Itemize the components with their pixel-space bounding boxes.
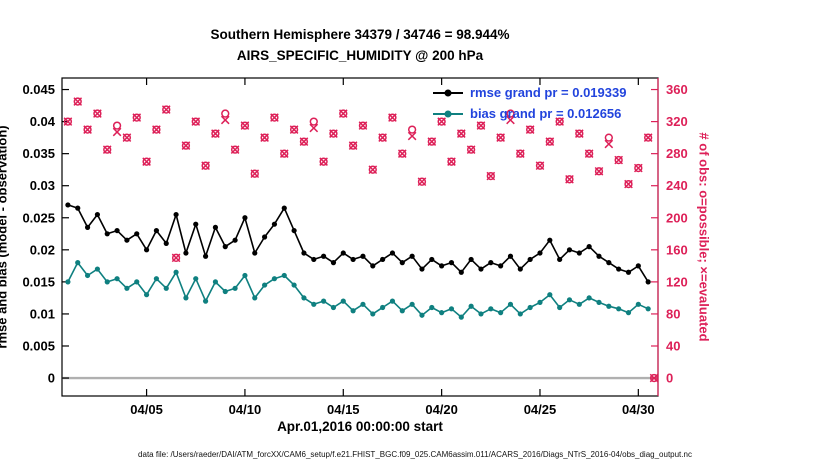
svg-text:0.025: 0.025 (22, 210, 55, 225)
svg-text:0.03: 0.03 (30, 178, 55, 193)
svg-text:240: 240 (666, 178, 688, 193)
svg-text:0.035: 0.035 (22, 146, 55, 161)
svg-text:04/15: 04/15 (327, 402, 360, 417)
svg-text:320: 320 (666, 114, 688, 129)
svg-text:0.01: 0.01 (30, 306, 55, 321)
rmse-marker-icon (444, 89, 452, 96)
svg-text:0: 0 (48, 371, 55, 386)
rmse-line-sample (433, 89, 463, 96)
x-axis-label: Apr.01,2016 00:00:00 start (277, 419, 443, 434)
y-axis-label-right: # of obs: o=possible; ×=evaluated (696, 132, 712, 342)
svg-text:120: 120 (666, 274, 688, 289)
svg-text:04/10: 04/10 (229, 402, 262, 417)
y-axis-label-left: rmse and bias (model - observation) (0, 125, 10, 349)
svg-text:0.04: 0.04 (30, 114, 56, 129)
svg-text:360: 360 (666, 82, 688, 97)
bias-line-sample (433, 110, 463, 117)
data-file-caption: data file: /Users/raeder/DAI/ATM_forcXX/… (138, 450, 692, 459)
svg-text:200: 200 (666, 210, 688, 225)
legend-label-bias: bias grand pr = 0.012656 (470, 106, 622, 121)
bias-marker-icon (444, 110, 452, 117)
svg-text:160: 160 (666, 242, 688, 257)
legend: rmse grand pr = 0.019339 bias grand pr =… (433, 82, 626, 124)
legend-label-rmse: rmse grand pr = 0.019339 (470, 85, 627, 100)
svg-text:80: 80 (666, 306, 680, 321)
chart-title-line1: Southern Hemisphere 34379 / 34746 = 98.9… (210, 27, 510, 42)
svg-text:0.015: 0.015 (22, 274, 55, 289)
legend-row-bias: bias grand pr = 0.012656 (433, 103, 626, 124)
chart-title: Southern Hemisphere 34379 / 34746 = 98.9… (62, 24, 658, 66)
svg-text:04/05: 04/05 (130, 402, 163, 417)
legend-row-rmse: rmse grand pr = 0.019339 (433, 82, 626, 103)
svg-text:04/25: 04/25 (524, 402, 557, 417)
svg-text:04/20: 04/20 (425, 402, 458, 417)
chart-title-line2: AIRS_SPECIFIC_HUMIDITY @ 200 hPa (236, 48, 484, 63)
svg-text:0.02: 0.02 (30, 242, 55, 257)
svg-text:0.005: 0.005 (22, 338, 55, 353)
svg-text:40: 40 (666, 338, 680, 353)
svg-text:0.045: 0.045 (22, 82, 55, 97)
svg-text:0: 0 (666, 371, 673, 386)
svg-text:04/30: 04/30 (622, 402, 655, 417)
svg-text:280: 280 (666, 146, 688, 161)
